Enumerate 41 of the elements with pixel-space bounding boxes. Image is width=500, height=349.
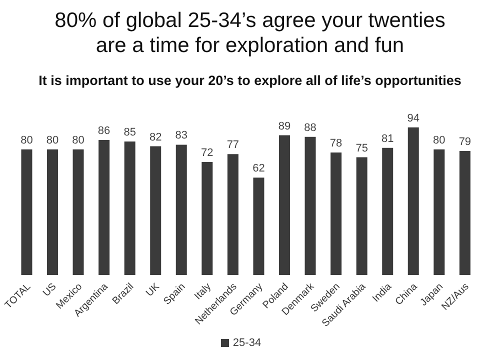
data-label: 82 (149, 131, 162, 144)
bar (176, 144, 187, 275)
data-label: 81 (381, 132, 394, 145)
x-tick-label: UK (144, 281, 162, 299)
data-label: 72 (201, 146, 214, 159)
data-label: 80 (72, 134, 84, 146)
data-label: 80 (20, 134, 33, 146)
bar (98, 140, 110, 275)
data-label: 79 (458, 136, 472, 148)
data-label: 62 (252, 162, 265, 175)
data-label: 83 (175, 130, 188, 142)
bar (459, 150, 470, 275)
bar (382, 148, 394, 275)
chart-subtitle: It is important to use your 20’s to explore all of life’s opportunities (38, 72, 462, 90)
bar (46, 149, 58, 275)
data-label: 77 (226, 139, 240, 152)
data-label: 94 (407, 112, 420, 124)
bar (278, 135, 290, 275)
bar (72, 149, 84, 275)
bar (253, 178, 264, 275)
data-label: 80 (46, 134, 59, 146)
bar (21, 149, 32, 275)
bar (124, 142, 136, 275)
data-label: 75 (356, 142, 368, 154)
data-label: 78 (330, 138, 342, 150)
data-label: 80 (433, 134, 446, 146)
bar (434, 149, 445, 275)
bar (356, 157, 368, 275)
chart-title: 80% of global 25-34’s agree your twenties are a time for exploration and fun (54, 8, 446, 59)
x-tick-label: US (41, 281, 60, 299)
bar (330, 152, 342, 275)
legend-label: 25-34 (232, 337, 262, 349)
data-label: 89 (278, 120, 291, 132)
bar (150, 146, 162, 275)
data-label: 88 (304, 122, 316, 134)
bar (202, 162, 213, 275)
bar (408, 127, 419, 275)
bar (304, 136, 316, 275)
data-label: 85 (124, 126, 136, 139)
bar (227, 154, 238, 275)
data-label: 86 (98, 124, 110, 137)
